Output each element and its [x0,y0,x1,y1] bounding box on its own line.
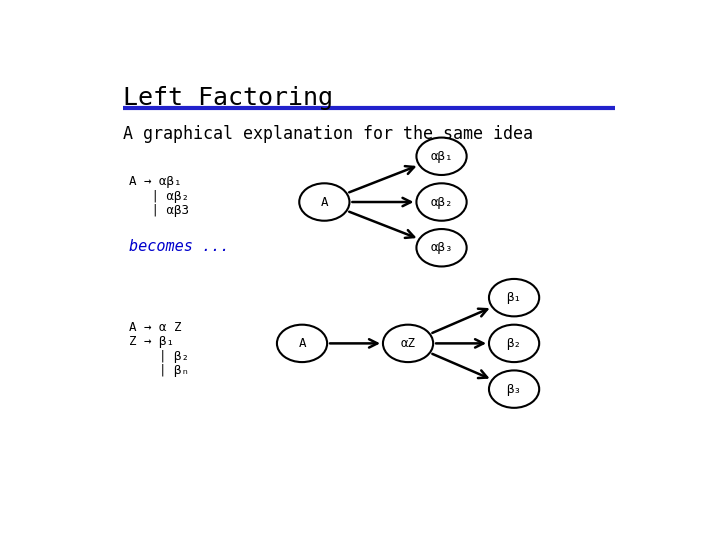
Text: αβ₃: αβ₃ [431,241,453,254]
Text: | βₙ: | βₙ [129,364,189,377]
Text: A: A [298,337,306,350]
Text: A graphical explanation for the same idea: A graphical explanation for the same ide… [124,125,534,143]
Text: A → α Z: A → α Z [129,321,181,334]
Text: Left Factoring: Left Factoring [124,85,333,110]
Text: β₃: β₃ [507,383,521,396]
Text: αβ₂: αβ₂ [431,195,453,208]
Text: αZ: αZ [400,337,415,350]
Text: A: A [320,195,328,208]
Text: | αβ3: | αβ3 [129,204,189,217]
Text: becomes ...: becomes ... [129,239,230,254]
Text: Z → β₁: Z → β₁ [129,335,174,348]
Text: | β₂: | β₂ [129,349,189,363]
Text: αβ₁: αβ₁ [431,150,453,163]
Text: | αβ₂: | αβ₂ [129,190,189,202]
Text: β₁: β₁ [507,291,521,304]
Text: β₂: β₂ [507,337,521,350]
Text: A → αβ₁: A → αβ₁ [129,175,181,188]
